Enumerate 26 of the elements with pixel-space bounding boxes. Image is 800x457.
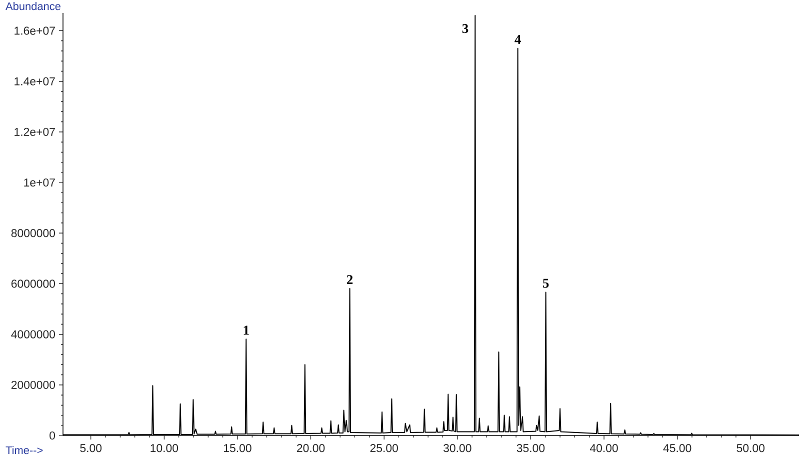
annotation: 4	[514, 35, 521, 44]
y-tick-label: 8000000	[11, 229, 56, 238]
x-tick-label: 50.00	[736, 444, 765, 452]
y-tick-label: 6000000	[11, 280, 56, 288]
y-tick-label: 1.6e+07	[14, 26, 55, 35]
annotation: 5	[542, 278, 549, 288]
x-tick-label: 20.00	[297, 444, 325, 452]
x-tick-label: 5.00	[80, 444, 102, 452]
x-tick-label: 10.00	[150, 444, 178, 452]
y-tick-label: 1.2e+07	[14, 128, 55, 136]
x-tick-label: 15.00	[224, 444, 252, 452]
x-tick-label: 30.00	[443, 444, 472, 452]
annotation: 3	[462, 24, 468, 34]
y-tick-label: 2000000	[11, 380, 56, 389]
x-tick-label: 35.00	[516, 444, 545, 452]
y-axis-title: Abundance	[6, 2, 60, 10]
annotation: 1	[244, 326, 249, 335]
x-tick-label: 25.00	[370, 444, 398, 452]
y-tick-label: 1e+07	[24, 178, 55, 187]
x-axis-title: Time-->	[6, 446, 43, 454]
x-tick-label: 45.00	[663, 444, 692, 452]
y-tick-label: 4000000	[11, 330, 56, 338]
y-tick-label: 1.4e+07	[14, 77, 55, 86]
x-tick-label: 40.00	[590, 444, 618, 452]
annotation: 2	[346, 275, 353, 284]
y-tick-label: 0	[50, 431, 56, 440]
